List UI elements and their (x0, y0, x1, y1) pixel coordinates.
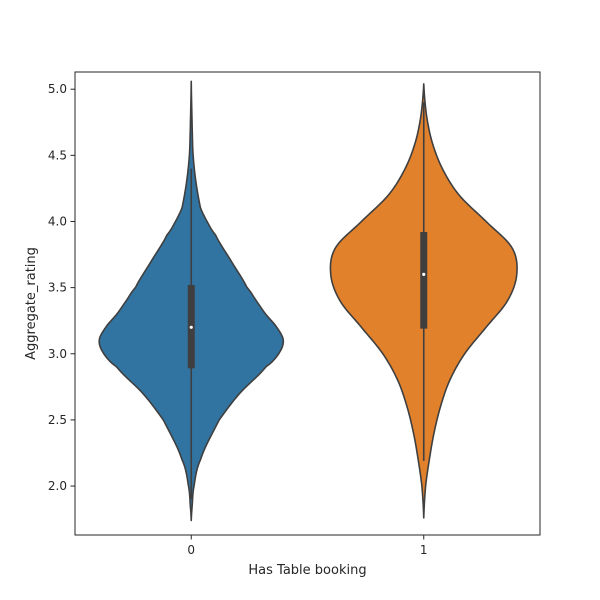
y-tick-label: 2.0 (48, 479, 67, 493)
plot-frame (74, 71, 541, 536)
x-tick-label: 0 (187, 543, 195, 557)
y-tick-label: 3.0 (48, 347, 67, 361)
y-tick-label: 2.5 (48, 413, 67, 427)
x-tick-label: 1 (420, 543, 428, 557)
violin-layer (98, 80, 518, 522)
y-tick-label: 4.0 (48, 214, 67, 228)
x-axis-label: Has Table booking (248, 563, 366, 578)
y-tick-label: 3.5 (48, 281, 67, 295)
violin-median-0 (189, 325, 193, 329)
y-axis-label: Aggregate_rating (24, 247, 39, 360)
y-tick-label: 5.0 (48, 82, 67, 96)
violin-median-1 (422, 272, 426, 276)
y-axis: 2.0 2.5 3.0 3.5 4.0 4.5 5.0 (48, 82, 75, 493)
y-tick-label: 4.5 (48, 148, 67, 162)
violin-iqr-box-1 (420, 232, 428, 329)
